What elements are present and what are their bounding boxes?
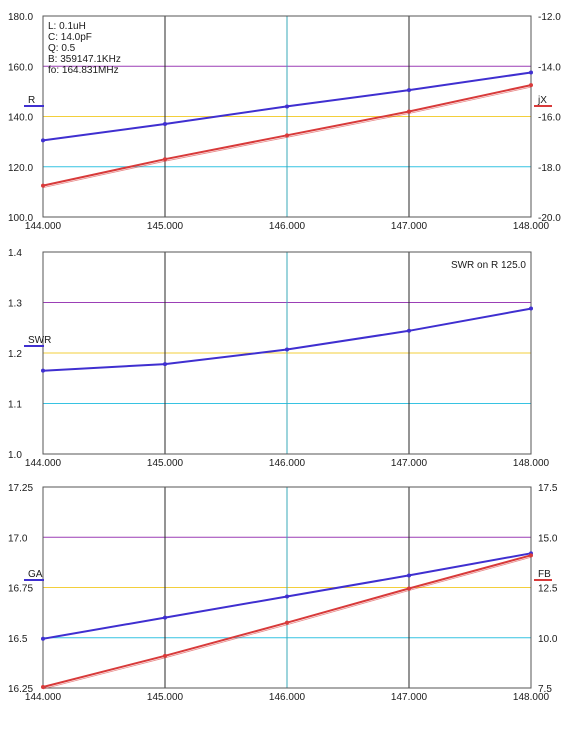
y-right-tick-label: 15.0	[538, 533, 558, 544]
data-point	[163, 157, 167, 162]
data-point	[407, 328, 411, 333]
y-left-tick-label: 1.1	[8, 400, 22, 411]
data-point	[285, 347, 289, 352]
data-point	[285, 594, 289, 599]
annotation-block: SWR on R 125.0	[451, 260, 526, 271]
y-left-tick-label: 1.2	[8, 349, 22, 360]
data-point	[41, 684, 45, 689]
y-left-tick-label: 16.75	[8, 584, 33, 595]
plot-frame	[42, 251, 532, 455]
annotation-text: SWR on R 125.0	[451, 260, 526, 271]
data-point	[163, 653, 167, 658]
data-point	[529, 83, 533, 88]
y-left-axis-label: GA	[28, 569, 43, 580]
y-left-tick-label: 17.0	[8, 533, 28, 544]
y-left-tick-label: 16.5	[8, 634, 28, 645]
y-right-tick-label: -20.0	[538, 213, 561, 224]
data-point	[407, 109, 411, 114]
data-point	[407, 88, 411, 93]
x-tick-label: 146.000	[269, 221, 306, 232]
plot-frame	[42, 15, 532, 218]
chart-panel-3: 144.000 145.000 146.000 147.000 148.000 16.25…	[8, 483, 558, 703]
y-left-tick-label: 140.0	[8, 113, 33, 124]
data-point	[285, 620, 289, 625]
data-point	[529, 70, 533, 75]
data-point	[41, 368, 45, 373]
y-left-tick-label: 16.25	[8, 684, 33, 695]
data-point	[407, 573, 411, 578]
y-right-tick-label: -18.0	[538, 163, 561, 174]
data-point	[285, 104, 289, 109]
annotation-text: L: 0.1uH	[48, 21, 86, 32]
y-right-axis-label: FB	[538, 569, 551, 580]
y-right-tick-label: 7.5	[538, 684, 552, 695]
x-tick-label: 146.000	[269, 692, 306, 703]
data-point	[407, 586, 411, 591]
x-tick-label: 144.000	[25, 458, 62, 469]
annotation-text: C: 14.0pF	[48, 32, 92, 43]
y-right-tick-label: 10.0	[538, 634, 558, 645]
y-right-axis-label: jX	[537, 95, 547, 106]
data-point	[163, 122, 167, 127]
y-right-tick-label: 17.5	[538, 483, 558, 494]
x-tick-label: 147.000	[391, 692, 428, 703]
x-tick-label: 145.000	[147, 221, 184, 232]
data-point	[163, 615, 167, 620]
y-right-tick-label: 12.5	[538, 584, 558, 595]
y-left-axis-label: R	[28, 95, 35, 106]
annotation-text: Q: 0.5	[48, 43, 76, 54]
x-tick-label: 145.000	[147, 458, 184, 469]
x-tick-label: 148.000	[513, 692, 550, 703]
y-right-tick-label: -14.0	[538, 62, 561, 73]
data-point	[41, 636, 45, 641]
data-point	[41, 138, 45, 143]
x-tick-label: 145.000	[147, 692, 184, 703]
y-left-tick-label: 1.0	[8, 450, 22, 461]
data-point	[285, 133, 289, 138]
plot-frame	[42, 486, 532, 689]
y-left-tick-label: 120.0	[8, 163, 33, 174]
data-point	[529, 553, 533, 558]
x-tick-label: 147.000	[391, 221, 428, 232]
x-tick-label: 144.000	[25, 692, 62, 703]
x-tick-label: 146.000	[269, 458, 306, 469]
y-left-tick-label: 1.4	[8, 248, 22, 259]
data-point	[163, 362, 167, 367]
chart-panel-1: 144.000 145.000 146.000 147.000 148.000 100.0…	[8, 12, 561, 232]
y-left-tick-label: 160.0	[8, 62, 33, 73]
y-left-tick-label: 17.25	[8, 483, 33, 494]
y-left-tick-label: 100.0	[8, 213, 33, 224]
chart-panel-2: 144.000 145.000 146.000 147.000 148.000 1.0 1.…	[8, 248, 550, 469]
data-point	[529, 306, 533, 311]
y-left-tick-label: 180.0	[8, 12, 33, 23]
annotation-text: fo: 164.831MHz	[48, 65, 119, 76]
x-tick-label: 147.000	[391, 458, 428, 469]
x-tick-label: 144.000	[25, 221, 62, 232]
y-left-tick-label: 1.3	[8, 299, 22, 310]
x-tick-label: 148.000	[513, 458, 550, 469]
series-line-fb-shadow	[42, 556, 532, 690]
y-right-tick-label: -12.0	[538, 12, 561, 23]
annotation-text: B: 359147.1KHz	[48, 54, 121, 65]
y-right-tick-label: -16.0	[538, 113, 561, 124]
x-tick-label: 148.000	[513, 221, 550, 232]
y-left-axis-label: SWR	[28, 335, 51, 346]
data-point	[41, 183, 45, 188]
